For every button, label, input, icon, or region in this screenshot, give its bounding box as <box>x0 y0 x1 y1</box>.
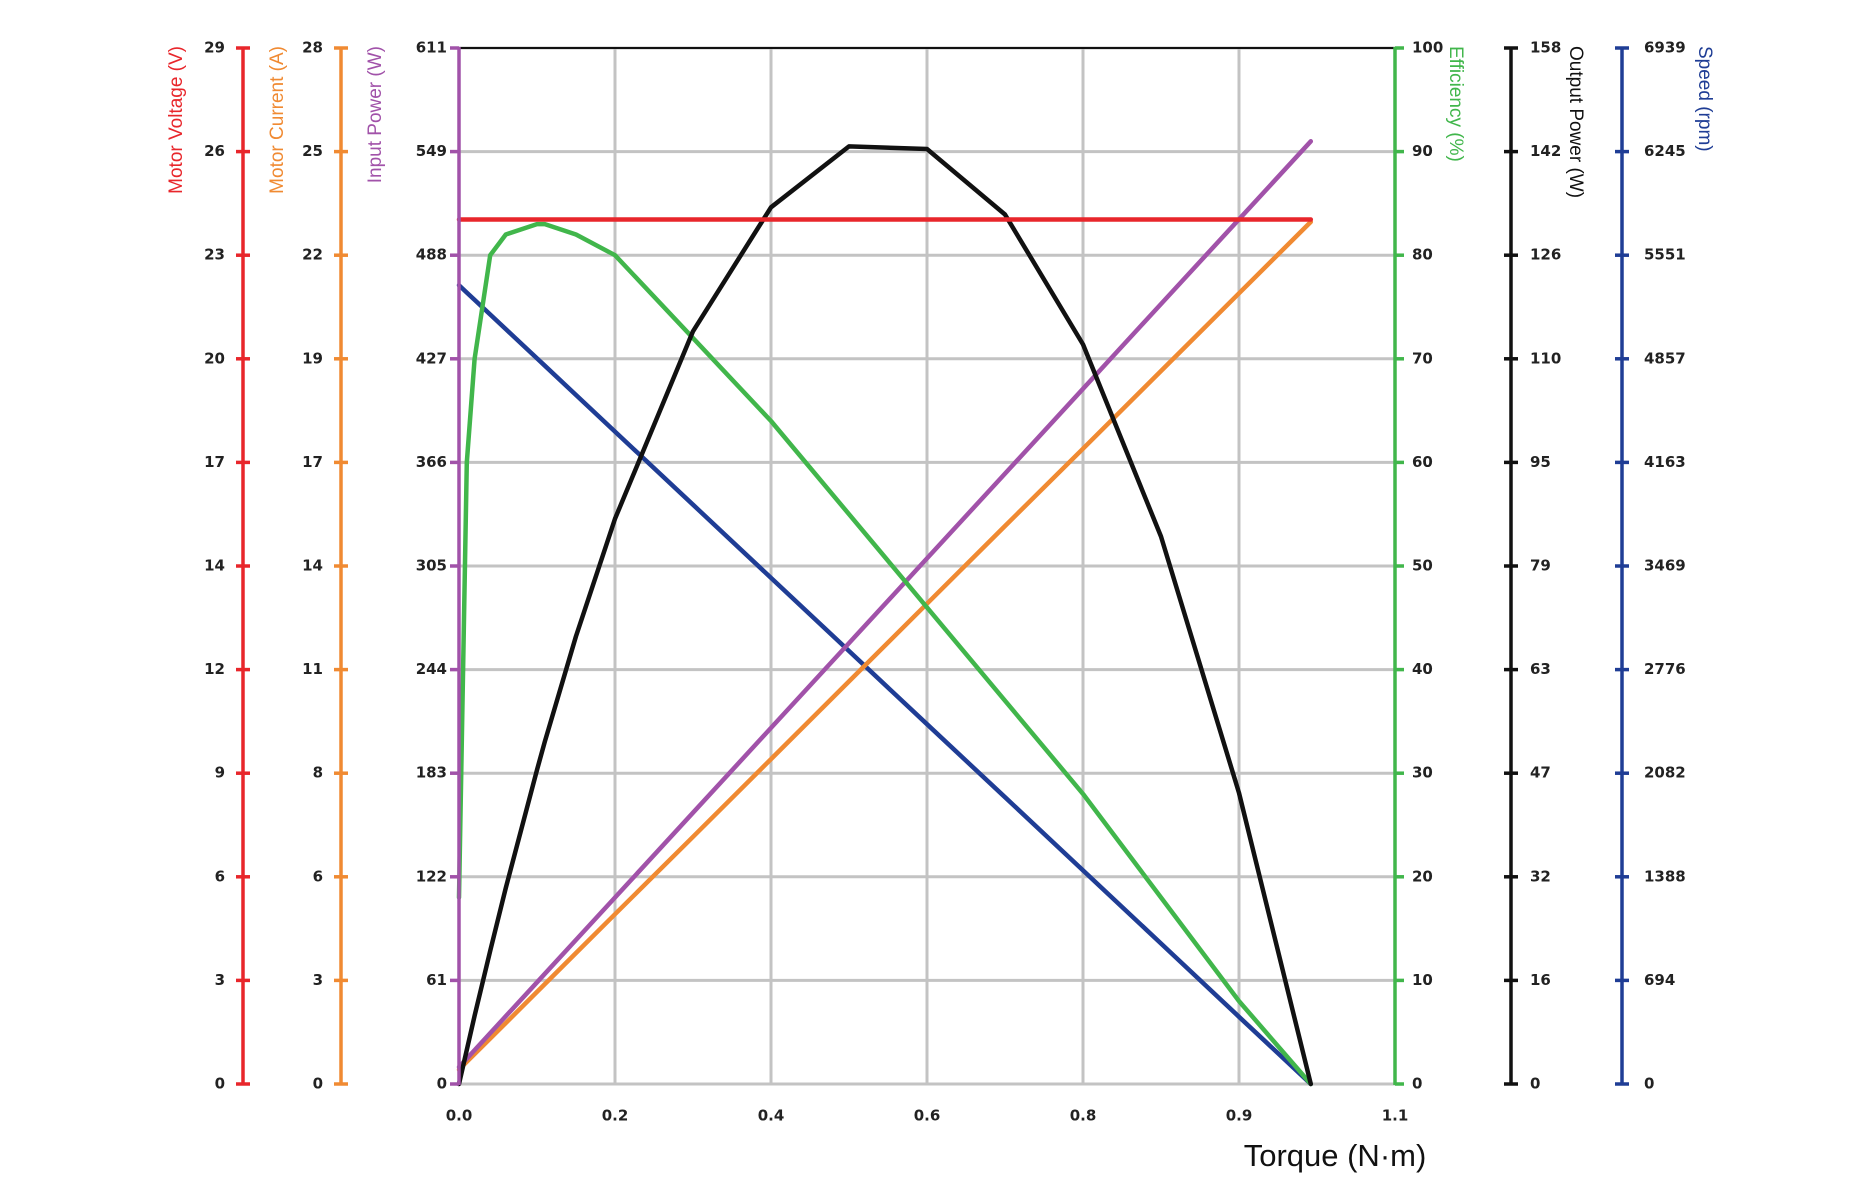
y-tick-label: 142 <box>1530 142 1561 160</box>
y-tick-label: 244 <box>416 660 447 678</box>
x-tick-label: 1.1 <box>1382 1107 1409 1125</box>
y-tick-label: 0 <box>437 1075 447 1093</box>
y-tick-label: 17 <box>302 453 323 471</box>
y-tick-label: 28 <box>302 39 323 57</box>
y-tick-label: 95 <box>1530 453 1551 471</box>
y-tick-label: 10 <box>1412 971 1433 989</box>
curves <box>456 139 1314 1087</box>
curve <box>456 221 1314 1087</box>
y-tick-label: 2776 <box>1644 660 1686 678</box>
y-tick-label: 611 <box>416 39 447 57</box>
y-tick-label: 63 <box>1530 660 1551 678</box>
y-tick-label: 14 <box>204 557 225 575</box>
y-tick-label: 29 <box>204 39 225 57</box>
y-tick-label: 6 <box>313 867 323 885</box>
y-tick-label: 19 <box>302 349 323 367</box>
y-tick-label: 122 <box>416 867 447 885</box>
y-tick-label: 549 <box>416 142 447 160</box>
y-tick-label: 100 <box>1412 39 1443 57</box>
y-tick-label: 2082 <box>1644 764 1686 782</box>
y-tick-label: 20 <box>1412 867 1433 885</box>
y-tick-label: 47 <box>1530 764 1551 782</box>
x-tick-label: 0.0 <box>446 1107 473 1125</box>
y-tick-label: 25 <box>302 142 323 160</box>
y-tick-label: 9 <box>215 764 225 782</box>
y-tick-label: 26 <box>204 142 225 160</box>
y-tick-label: 60 <box>1412 453 1433 471</box>
y-tick-label: 14 <box>302 557 323 575</box>
curve <box>456 282 1314 1087</box>
x-tick-label: 0.4 <box>758 1107 785 1125</box>
y-tick-label: 126 <box>1530 246 1561 264</box>
y-tick-label: 3469 <box>1644 557 1686 575</box>
y-tick-label: 61 <box>426 971 447 989</box>
y-tick-label: 23 <box>204 246 225 264</box>
x-tick-label: 0.2 <box>602 1107 629 1125</box>
y-tick-label: 11 <box>302 660 323 678</box>
y-tick-label: 50 <box>1412 557 1433 575</box>
y-tick-label: 0 <box>313 1075 323 1093</box>
y-tick-label: 5551 <box>1644 246 1686 264</box>
y-tick-label: 3 <box>215 971 225 989</box>
y-tick-label: 4163 <box>1644 453 1686 471</box>
y-tick-label: 6245 <box>1644 142 1686 160</box>
y-tick-label: 8 <box>313 764 323 782</box>
y-tick-label: 3 <box>313 971 323 989</box>
y-tick-label: 110 <box>1530 349 1561 367</box>
y-tick-label: 16 <box>1530 971 1551 989</box>
y-tick-label: 32 <box>1530 867 1551 885</box>
x-tick-label: 0.9 <box>1226 1107 1253 1125</box>
y-tick-label: 1388 <box>1644 867 1686 885</box>
y-tick-label: 17 <box>204 453 225 471</box>
y-tick-label: 79 <box>1530 557 1551 575</box>
y-tick-label: 305 <box>416 557 447 575</box>
y-tick-label: 90 <box>1412 142 1433 160</box>
y-tick-label: 0 <box>1530 1075 1540 1093</box>
y-tick-label: 40 <box>1412 660 1433 678</box>
y-axis-title: Output Power (W) <box>1565 46 1586 198</box>
y-tick-label: 366 <box>416 453 447 471</box>
y-axis-title: Speed (rpm) <box>1694 46 1715 152</box>
curve <box>456 219 1314 1072</box>
x-axis-title: Torque (N·m) <box>1244 1138 1427 1173</box>
axes: 0.0 0.2 0.4 0.6 0.8 0.9 1.1036912141720232629M… <box>166 39 1715 1125</box>
y-tick-label: 6939 <box>1644 39 1686 57</box>
y-tick-label: 0 <box>1644 1075 1654 1093</box>
y-axis-title: Motor Voltage (V) <box>166 46 187 194</box>
curve <box>456 144 1314 1087</box>
y-tick-label: 0 <box>215 1075 225 1093</box>
y-tick-label: 30 <box>1412 764 1433 782</box>
y-tick-label: 22 <box>302 246 323 264</box>
y-tick-label: 20 <box>204 349 225 367</box>
y-tick-label: 427 <box>416 349 447 367</box>
y-tick-label: 70 <box>1412 349 1433 367</box>
y-axis-title: Motor Current (A) <box>267 46 288 194</box>
x-tick-label: 0.6 <box>914 1107 941 1125</box>
x-tick-label: 0.8 <box>1070 1107 1097 1125</box>
y-tick-label: 694 <box>1644 971 1675 989</box>
y-tick-label: 183 <box>416 764 447 782</box>
y-tick-label: 80 <box>1412 246 1433 264</box>
y-tick-label: 158 <box>1530 39 1561 57</box>
y-axis-title: Input Power (W) <box>365 46 386 183</box>
y-tick-label: 4857 <box>1644 349 1686 367</box>
y-axis-title: Efficiency (%) <box>1445 46 1466 162</box>
y-tick-label: 0 <box>1412 1075 1422 1093</box>
y-tick-label: 12 <box>204 660 225 678</box>
y-tick-label: 6 <box>215 867 225 885</box>
y-tick-label: 488 <box>416 246 447 264</box>
